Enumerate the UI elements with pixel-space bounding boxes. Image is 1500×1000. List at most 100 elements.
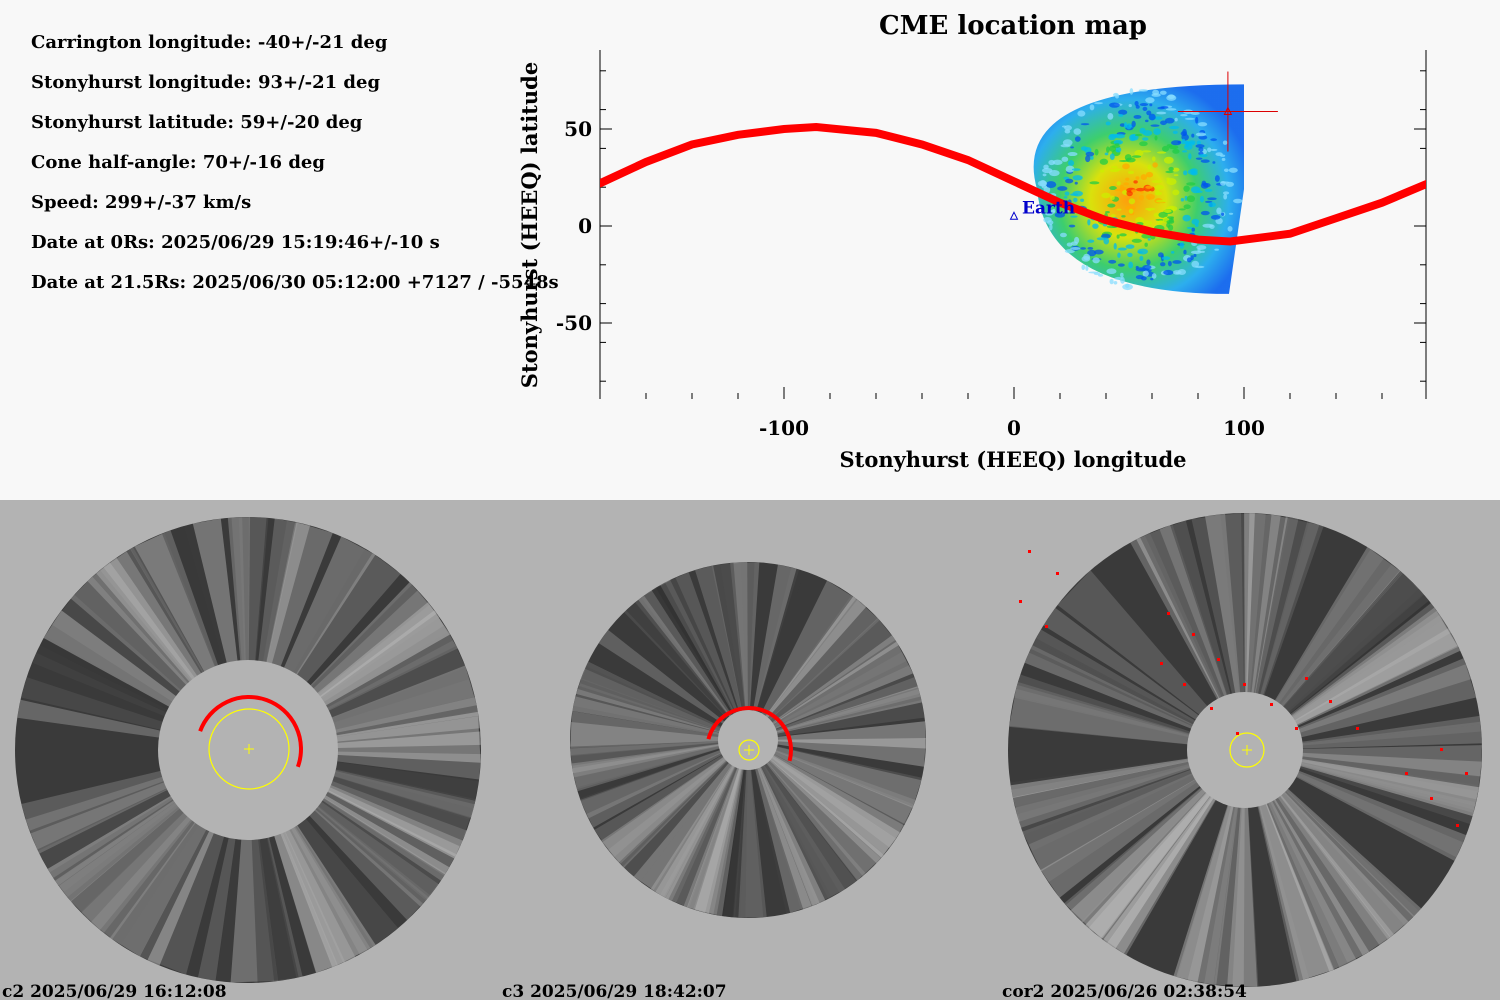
- streamer-ray: [1030, 629, 1245, 750]
- streamer-ray: [1013, 681, 1245, 750]
- cme-heatmap: [1033, 84, 1244, 294]
- heatmap-speckle: [1186, 182, 1196, 186]
- heatmap-speckle: [1228, 167, 1238, 173]
- cone-half-angle: Cone half-angle: 70+/-16 deg: [31, 152, 325, 173]
- streamer-ray: [638, 590, 748, 740]
- heatmap-speckle: [1125, 177, 1130, 181]
- streamer-ray: [748, 740, 916, 825]
- heatmap-speckle: [1073, 197, 1078, 203]
- heatmap-speckle: [1168, 166, 1174, 172]
- heatmap-speckle: [1174, 117, 1178, 122]
- streamer-ray: [748, 596, 867, 740]
- heatmap-speckle: [1080, 146, 1088, 151]
- heatmap-speckle: [1182, 128, 1187, 136]
- heatmap-speckle: [1140, 276, 1147, 281]
- streamer-ray: [1024, 645, 1245, 750]
- streamer-ray: [1245, 750, 1415, 940]
- date-at-21-5rs: Date at 21.5Rs: 2025/06/30 05:12:00 +712…: [31, 272, 559, 293]
- heatmap-speckle: [1131, 238, 1142, 243]
- heatmap-speckle: [1145, 171, 1154, 178]
- streamer-ray: [1009, 688, 1245, 750]
- heatmap-speckle: [1109, 185, 1117, 191]
- heatmap-speckle: [1196, 245, 1207, 250]
- heatmap-speckle: [1181, 138, 1185, 142]
- streamer-ray: [1173, 750, 1245, 983]
- cme-point: [1045, 625, 1048, 628]
- heatmap-speckle: [1139, 141, 1148, 147]
- streamer-ray: [579, 666, 748, 740]
- heatmap-speckle: [1222, 191, 1230, 195]
- heatmap-speckle: [1145, 193, 1155, 200]
- streamer-ray: [1245, 614, 1451, 750]
- heatmap-speckle: [1199, 195, 1205, 203]
- streamer-ray: [1245, 750, 1480, 810]
- streamer-ray: [1245, 750, 1419, 926]
- heatmap-speckle: [1043, 164, 1049, 170]
- heatmap-speckle: [1204, 188, 1213, 192]
- heatmap-speckle: [1125, 157, 1136, 163]
- heatmap-speckle: [1153, 212, 1160, 218]
- heatmap-speckle: [1109, 102, 1120, 108]
- heatmap-speckle: [1111, 144, 1121, 148]
- cme-point: [1210, 707, 1213, 710]
- heatmap-speckle: [1221, 212, 1225, 216]
- streamer-ray: [1245, 607, 1461, 750]
- heatmap-speckle: [1067, 151, 1078, 157]
- streamer-ray: [653, 740, 748, 896]
- streamer-ray: [1070, 750, 1245, 923]
- heatmap-speckle: [1129, 134, 1136, 142]
- streamer-ray: [748, 740, 820, 913]
- streamer-ray: [1011, 750, 1245, 835]
- heatmap-speckle: [1190, 186, 1201, 194]
- heatmap-speckle: [1175, 271, 1180, 275]
- heatmap-speckle: [1139, 255, 1144, 261]
- streamer-ray: [1245, 745, 1482, 777]
- streamer-ray: [1245, 571, 1424, 750]
- heatmap-speckle: [1195, 132, 1207, 137]
- streamer-ray: [571, 740, 748, 778]
- stonyhurst-longitude: Stonyhurst longitude: 93+/-21 deg: [31, 72, 381, 93]
- heatmap-speckle: [1200, 210, 1210, 216]
- heatmap-speckle: [1126, 190, 1133, 197]
- heatmap-speckle: [1115, 146, 1122, 153]
- streamer-ray: [1187, 750, 1245, 986]
- heatmap-speckle: [1133, 114, 1142, 119]
- streamer-ray: [687, 740, 748, 913]
- heatmap-speckle: [1191, 227, 1196, 232]
- top-section: Carrington longitude: -40+/-21 deg Stony…: [31, 11, 1427, 472]
- heatmap-speckle: [1191, 218, 1200, 225]
- heatmap-speckle: [1135, 104, 1140, 109]
- cme-point: [1236, 732, 1239, 735]
- heatmap-speckle: [1106, 268, 1117, 275]
- streamer-ray: [733, 740, 764, 918]
- cme-point: [1192, 633, 1195, 636]
- streamer-ray: [570, 711, 748, 747]
- streamer-ray: [1009, 684, 1245, 750]
- heatmap-speckle: [1159, 90, 1167, 95]
- streamer-ray: [733, 562, 748, 740]
- heatmap-speckle: [1186, 195, 1196, 203]
- heatmap-speckle: [1156, 151, 1167, 154]
- heatmap-speckle: [1073, 128, 1082, 135]
- heatmap-speckle: [1149, 103, 1153, 107]
- streamer-ray: [1245, 573, 1431, 750]
- heatmap-speckle: [1144, 119, 1149, 123]
- heatmap-speckle: [1190, 168, 1198, 174]
- streamer-ray: [748, 740, 914, 839]
- streamer-ray: [1064, 750, 1245, 939]
- streamer-ray: [1245, 750, 1334, 981]
- streamer-ray: [1088, 750, 1245, 956]
- c2-coronagraph-image: [15, 517, 481, 983]
- streamer-ray: [748, 686, 922, 740]
- streamer-ray: [1204, 750, 1245, 987]
- streamer-ray: [748, 740, 831, 901]
- heatmap-speckle: [1166, 219, 1175, 224]
- streamer-ray: [1034, 629, 1245, 750]
- streamer-ray: [572, 740, 748, 792]
- streamer-ray: [1245, 546, 1401, 750]
- heatmap-speckle: [1220, 180, 1226, 186]
- heatmap-speckle: [1093, 249, 1104, 255]
- streamer-ray: [1176, 750, 1245, 985]
- heatmap-speckle: [1070, 146, 1074, 149]
- heatmap-speckle: [1104, 152, 1109, 156]
